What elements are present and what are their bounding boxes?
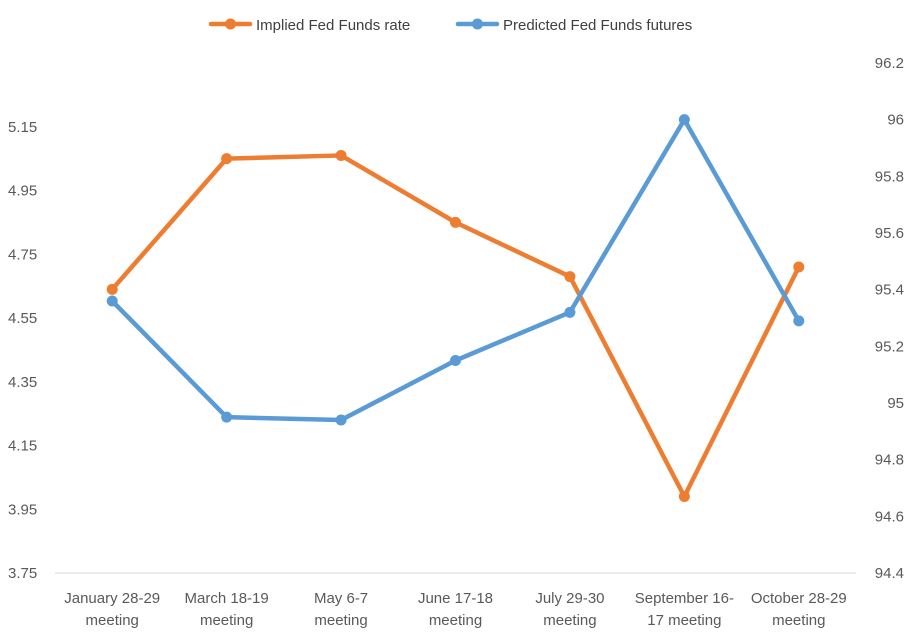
x-tick-label: March 18-19 meeting bbox=[185, 590, 269, 629]
left-tick-label: 3.95 bbox=[8, 501, 37, 518]
right-y-axis: 94.4 94.6 94.8 95 95.2 95.4 95.6 95.8 96 96.2 bbox=[875, 55, 904, 582]
right-tick-label: 94.8 bbox=[875, 452, 904, 469]
predicted-futures-point bbox=[450, 355, 461, 366]
predicted-futures-point bbox=[106, 295, 118, 307]
right-tick-label: 95.6 bbox=[875, 225, 904, 242]
right-tick-label: 95 bbox=[887, 395, 904, 412]
right-tick-label: 96.2 bbox=[875, 55, 904, 72]
right-tick-label: 96 bbox=[887, 112, 904, 129]
implied-rate-point bbox=[450, 216, 461, 228]
right-tick-label: 94.4 bbox=[875, 565, 904, 582]
legend: Implied Fed Funds rate Predicted Fed Fund… bbox=[208, 17, 692, 34]
right-tick-label: 95.4 bbox=[875, 282, 904, 299]
predicted-futures-point bbox=[793, 315, 805, 327]
plot-area bbox=[106, 114, 805, 502]
x-tick-label: May 6-7 meeting bbox=[314, 590, 368, 629]
implied-rate-legend-label: Implied Fed Funds rate bbox=[256, 17, 410, 34]
implied-rate-point bbox=[793, 261, 805, 273]
x-axis: January 28-29 meeting March 18-19 meeting Ma… bbox=[55, 572, 856, 629]
implied-rate-point bbox=[221, 153, 233, 165]
predicted-futures-point bbox=[335, 414, 347, 426]
left-tick-label: 4.55 bbox=[8, 310, 37, 327]
x-tick-label: October 28-29 meeting bbox=[751, 590, 847, 629]
x-tick-label: June 17-18 meeting bbox=[418, 590, 493, 629]
left-tick-label: 4.35 bbox=[8, 374, 37, 391]
predicted-futures-legend-marker bbox=[472, 18, 483, 30]
left-tick-label: 3.75 bbox=[8, 565, 37, 582]
implied-rate-point bbox=[335, 149, 347, 161]
implied-rate-point bbox=[678, 491, 690, 502]
left-tick-label: 4.95 bbox=[8, 183, 37, 200]
left-y-axis: 3.75 3.95 4.15 4.35 4.55 4.75 4.95 5.15 bbox=[8, 119, 37, 582]
right-tick-label: 94.6 bbox=[875, 508, 904, 525]
implied-rate-point bbox=[106, 283, 118, 295]
right-tick-label: 95.2 bbox=[875, 338, 904, 355]
predicted-futures-point bbox=[678, 114, 690, 126]
predicted-futures-line bbox=[109, 117, 802, 423]
implied-rate-legend-marker bbox=[225, 18, 236, 30]
x-tick-label: September 16-17 meeting bbox=[635, 590, 734, 629]
predicted-futures-point bbox=[564, 306, 576, 318]
implied-rate-point bbox=[564, 271, 576, 283]
left-tick-label: 4.15 bbox=[8, 438, 37, 455]
x-tick-label: January 28-29 meeting bbox=[64, 590, 160, 629]
x-tick-label: July 29-30 meeting bbox=[535, 590, 604, 629]
left-tick-label: 4.75 bbox=[8, 246, 37, 263]
left-tick-label: 5.15 bbox=[8, 119, 37, 136]
predicted-futures-point bbox=[221, 411, 233, 423]
predicted-futures-legend-label: Predicted Fed Funds futures bbox=[503, 17, 692, 34]
implied-rate-line bbox=[109, 153, 802, 499]
right-tick-label: 95.8 bbox=[875, 168, 904, 185]
